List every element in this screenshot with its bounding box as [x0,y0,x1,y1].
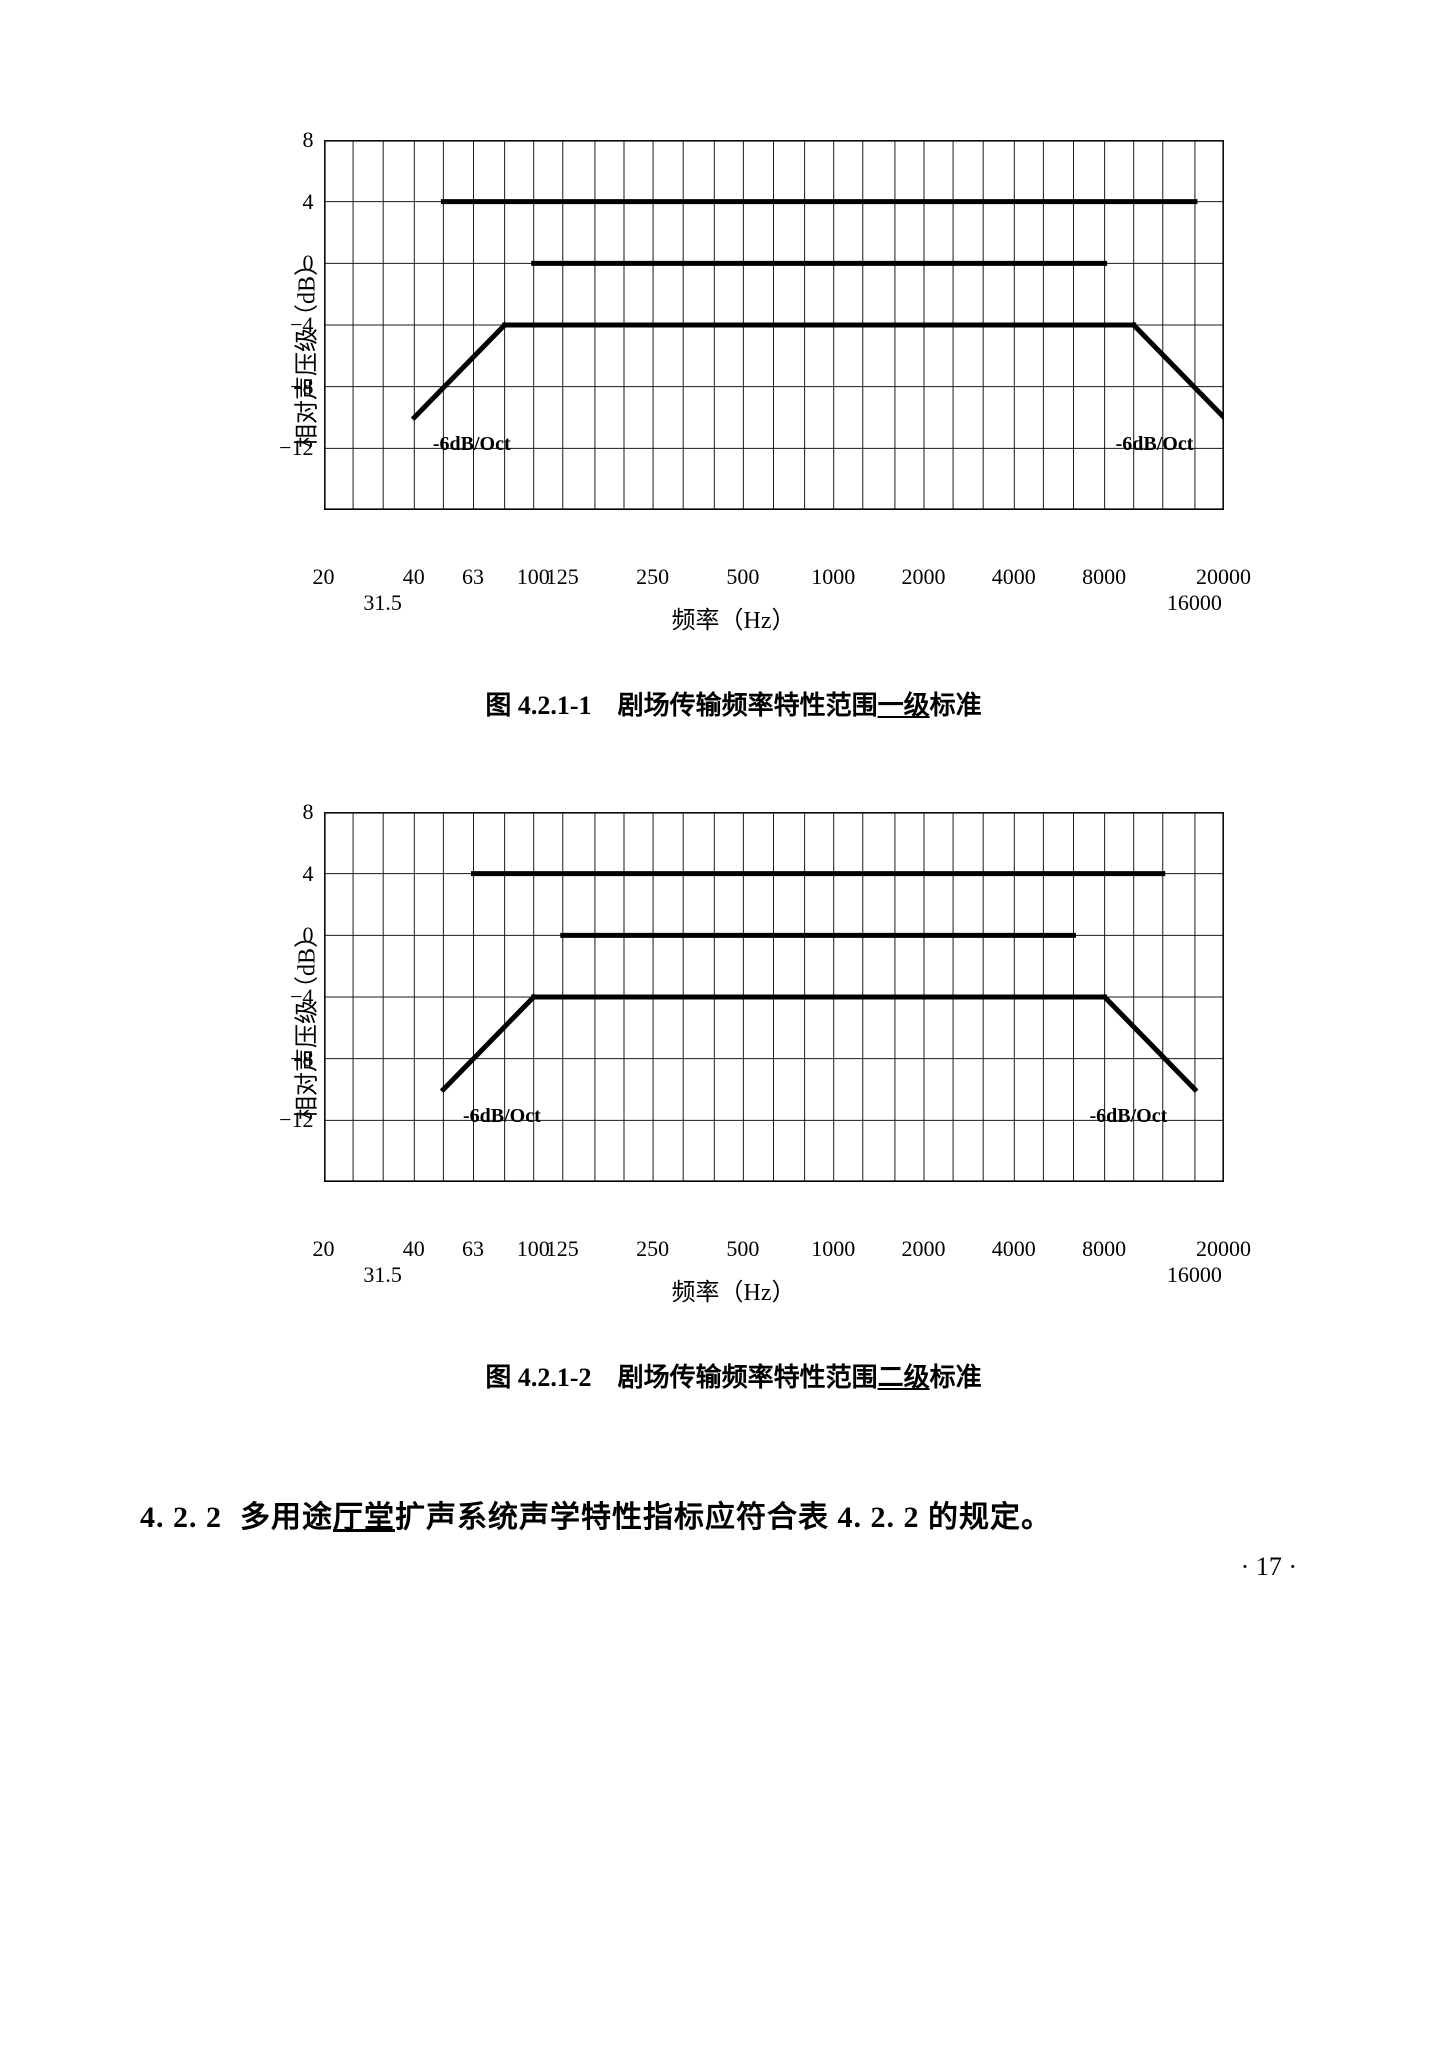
chart1-x-label: 频率（Hz） [140,600,1327,635]
page-number: · 17 · [140,1552,1327,1582]
section-4-2-2: 4. 2. 2多用途厅堂扩声系统声学特性指标应符合表 4. 2. 2 的规定。 [140,1494,1327,1542]
chart1-caption: 图 4.2.1-1 剧场传输频率特性范围一级标准 [140,685,1327,722]
chart2-caption: 图 4.2.1-2 剧场传输频率特性范围二级标准 [140,1357,1327,1394]
chart2-annot-right: -6dB/Oct [1089,1105,1167,1128]
figure-4-2-1-1: 相对声压级（dB） 840−4−8−12 2040631001252505001… [140,140,1327,722]
chart1-annot-right: -6dB/Oct [1116,433,1194,456]
chart2-x-label: 频率（Hz） [140,1272,1327,1307]
figure-4-2-1-2: 相对声压级（dB） 840−4−8−12 2040631001252505001… [140,812,1327,1394]
section-number: 4. 2. 2 [140,1494,222,1542]
chart2-x-ticks: 2040631001252505001000200040008000200003… [234,1236,1234,1266]
chart2-y-ticks: 840−4−8−12 [264,812,314,1232]
chart1-annot-left: -6dB/Oct [433,433,511,456]
chart2-annot-left: -6dB/Oct [463,1105,541,1128]
chart2-container: 相对声压级（dB） 840−4−8−12 2040631001252505001… [234,812,1234,1232]
chart1-container: 相对声压级（dB） 840−4−8−12 2040631001252505001… [234,140,1234,560]
chart1-y-ticks: 840−4−8−12 [264,140,314,560]
chart1-x-ticks: 2040631001252505001000200040008000200003… [234,564,1234,594]
